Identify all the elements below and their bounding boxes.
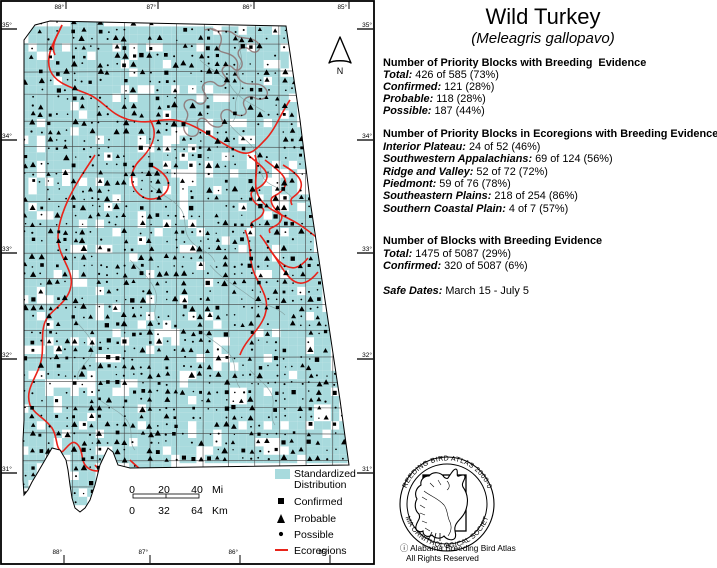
svg-text:64: 64: [191, 505, 203, 517]
svg-text:33°: 33°: [362, 245, 372, 253]
svg-text:33°: 33°: [2, 245, 12, 253]
svg-text:Possible: Possible: [294, 529, 334, 541]
svg-text:35°: 35°: [362, 21, 372, 29]
svg-text:32°: 32°: [362, 351, 372, 359]
svg-text:86°: 86°: [228, 548, 238, 556]
svg-text:31°: 31°: [2, 465, 12, 473]
svg-text:87°: 87°: [138, 548, 148, 556]
svg-text:85°: 85°: [337, 3, 347, 11]
svg-text:ⓘ Alabama Breeding Bird Atlas: ⓘ Alabama Breeding Bird Atlas: [400, 543, 516, 553]
svg-text:34°: 34°: [362, 132, 372, 140]
svg-text:Distribution: Distribution: [294, 479, 347, 491]
svg-text:Probable: Probable: [294, 513, 336, 525]
svg-text:All Rights Reserved: All Rights Reserved: [406, 553, 479, 563]
svg-text:35°: 35°: [2, 21, 12, 29]
svg-text:0: 0: [129, 505, 135, 517]
svg-text:87°: 87°: [146, 3, 156, 11]
svg-text:86°: 86°: [242, 3, 252, 11]
svg-text:32°: 32°: [2, 351, 12, 359]
svg-text:N: N: [337, 66, 344, 76]
svg-text:34°: 34°: [2, 132, 12, 140]
svg-text:Confirmed: Confirmed: [294, 496, 343, 508]
svg-text:88°: 88°: [54, 3, 64, 11]
svg-text:31°: 31°: [362, 465, 372, 473]
svg-text:88°: 88°: [52, 548, 62, 556]
svg-text:Mi: Mi: [212, 484, 223, 496]
svg-text:Km: Km: [212, 505, 228, 517]
svg-text:Ecoregions: Ecoregions: [294, 545, 347, 557]
svg-text:32: 32: [158, 505, 170, 517]
